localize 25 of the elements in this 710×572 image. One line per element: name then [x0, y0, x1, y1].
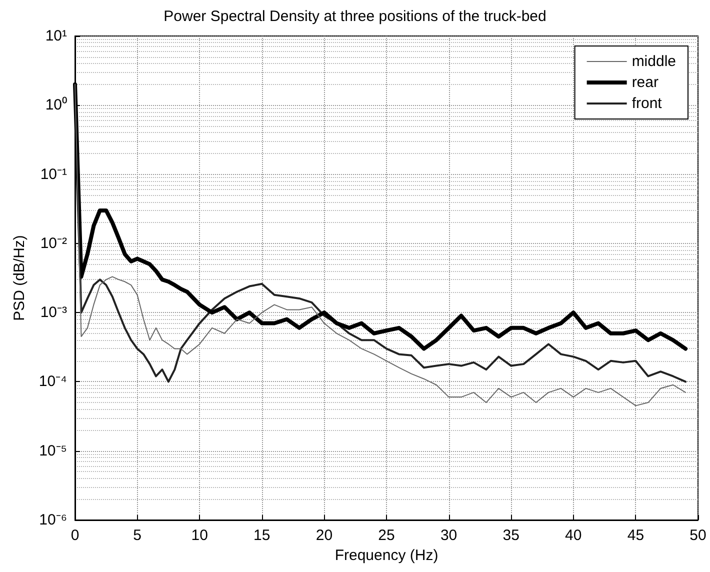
y-tick-label: 10⁻³ [40, 304, 67, 322]
x-tick-label: 35 [502, 527, 520, 544]
legend-label: middle [632, 53, 676, 70]
x-tick-label: 25 [378, 527, 395, 544]
x-tick-label: 20 [316, 527, 333, 544]
x-tick-label: 45 [627, 527, 644, 544]
y-tick-label: 10¹ [45, 28, 67, 44]
y-axis-title: PSD (dB/Hz) [11, 235, 28, 321]
x-tick-label: 30 [440, 527, 458, 544]
y-tick-label: 10⁰ [45, 96, 67, 114]
y-tick-label: 10⁻⁵ [39, 442, 67, 460]
chart-title: Power Spectral Density at three positions of the truck-bed [164, 8, 546, 25]
x-tick-label: 5 [133, 527, 142, 544]
x-tick-label: 0 [70, 527, 80, 544]
y-tick-label: 10⁻⁶ [39, 512, 67, 528]
legend-label: rear [632, 74, 658, 91]
x-tick-label: 15 [254, 527, 270, 544]
x-tick-label: 40 [565, 527, 582, 544]
x-axis-title: Frequency (Hz) [334, 546, 438, 564]
y-tick-label: 10⁻¹ [40, 166, 67, 183]
legend-label: front [632, 95, 663, 112]
x-tick-label: 10 [191, 527, 208, 544]
x-tick-label: 50 [690, 527, 706, 544]
y-tick-label: 10⁻² [40, 234, 67, 252]
y-tick-label: 10⁻⁴ [38, 373, 67, 390]
